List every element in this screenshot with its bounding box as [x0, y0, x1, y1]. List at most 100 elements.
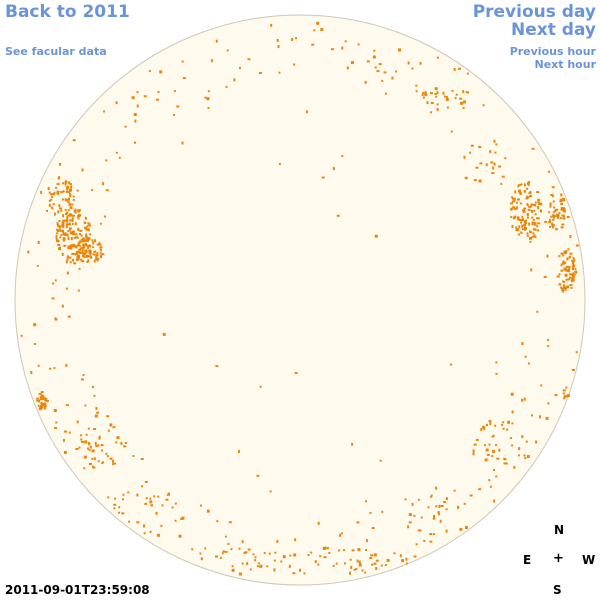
facula-point [446, 106, 449, 109]
facula-point [556, 275, 560, 278]
facula-point [81, 239, 84, 243]
facula-point [41, 398, 44, 401]
facula-point [77, 242, 80, 246]
facula-point [86, 261, 89, 263]
facula-point [91, 457, 94, 460]
facula-point [114, 497, 117, 500]
facula-point [88, 449, 91, 451]
facula-point [346, 66, 349, 70]
previous-day-link[interactable]: Previous day [472, 2, 596, 22]
facula-point [488, 443, 491, 446]
facula-point [498, 448, 501, 452]
facula-point [266, 565, 269, 568]
facula-point [89, 445, 92, 449]
facula-point [566, 394, 570, 398]
facula-point [174, 502, 177, 505]
facula-point [560, 207, 563, 211]
facula-point [405, 557, 408, 561]
back-to-year-link[interactable]: Back to 2011 [5, 2, 130, 22]
facula-point [556, 213, 560, 216]
facula-point [123, 445, 127, 448]
facula-point [527, 182, 529, 186]
facula-point [436, 91, 439, 95]
facula-point [529, 231, 533, 234]
facula-point [445, 508, 448, 511]
facula-point [376, 70, 380, 73]
facula-point [365, 549, 367, 551]
facula-point [517, 198, 520, 201]
facula-point [238, 572, 242, 576]
facula-point [76, 250, 80, 253]
facula-point [495, 361, 498, 364]
facula-point [313, 29, 316, 32]
facula-point [355, 568, 358, 570]
facula-point [136, 521, 140, 524]
facula-point [350, 565, 353, 569]
facula-point [523, 454, 526, 457]
facula-point [562, 261, 565, 265]
facula-point [68, 431, 71, 434]
facula-point [74, 245, 78, 249]
facula-point [220, 556, 222, 559]
facula-point [527, 208, 531, 211]
facula-point [563, 281, 566, 283]
facula-point [371, 563, 374, 566]
facula-point [77, 214, 80, 217]
facula-point [513, 207, 517, 210]
facula-point [419, 61, 422, 65]
facula-point [533, 227, 536, 230]
facula-point [109, 423, 113, 427]
facula-point [92, 466, 96, 469]
facula-point [557, 214, 560, 217]
facula-point [514, 190, 517, 194]
facula-point [475, 438, 479, 441]
facula-point [76, 244, 80, 247]
facula-point [384, 564, 387, 567]
facula-point [85, 227, 88, 230]
facula-point [81, 250, 84, 253]
facula-point [335, 562, 338, 565]
facula-point [566, 257, 569, 261]
facula-point [450, 130, 453, 133]
facula-point [92, 246, 95, 249]
facula-point [89, 253, 92, 256]
facula-point [141, 485, 144, 488]
facula-point [526, 196, 530, 199]
facula-point [66, 188, 69, 191]
facula-point [68, 228, 71, 231]
facula-point [72, 244, 76, 247]
facula-point [97, 444, 100, 447]
facula-point [350, 61, 354, 65]
previous-hour-link[interactable]: Previous hour [509, 45, 596, 58]
facula-point [438, 504, 441, 508]
facula-point [554, 394, 558, 397]
see-facular-data-link[interactable]: See facular data [5, 45, 107, 58]
facula-point [91, 239, 94, 242]
facula-point [64, 232, 67, 236]
facula-point [383, 71, 387, 74]
next-hour-link[interactable]: Next hour [534, 58, 597, 71]
facula-point [435, 505, 438, 508]
facula-point [69, 194, 72, 198]
facula-point [484, 458, 488, 462]
facula-point [89, 463, 92, 465]
facula-point [56, 183, 60, 186]
facula-point [83, 455, 87, 459]
facula-point [574, 268, 577, 271]
facula-point [59, 207, 63, 210]
facula-point [71, 217, 74, 220]
facula-point [95, 257, 98, 261]
facula-point [486, 424, 488, 426]
facula-point [319, 555, 322, 558]
facula-point [92, 241, 95, 245]
facula-point [66, 211, 69, 214]
facula-point [178, 534, 182, 538]
facula-point [570, 286, 573, 289]
facula-point [521, 435, 524, 439]
facula-point [231, 568, 235, 572]
facula-point [411, 67, 414, 70]
facula-point [520, 231, 523, 234]
facula-point [569, 284, 573, 287]
next-day-link[interactable]: Next day [511, 20, 596, 40]
facula-point [74, 233, 78, 236]
